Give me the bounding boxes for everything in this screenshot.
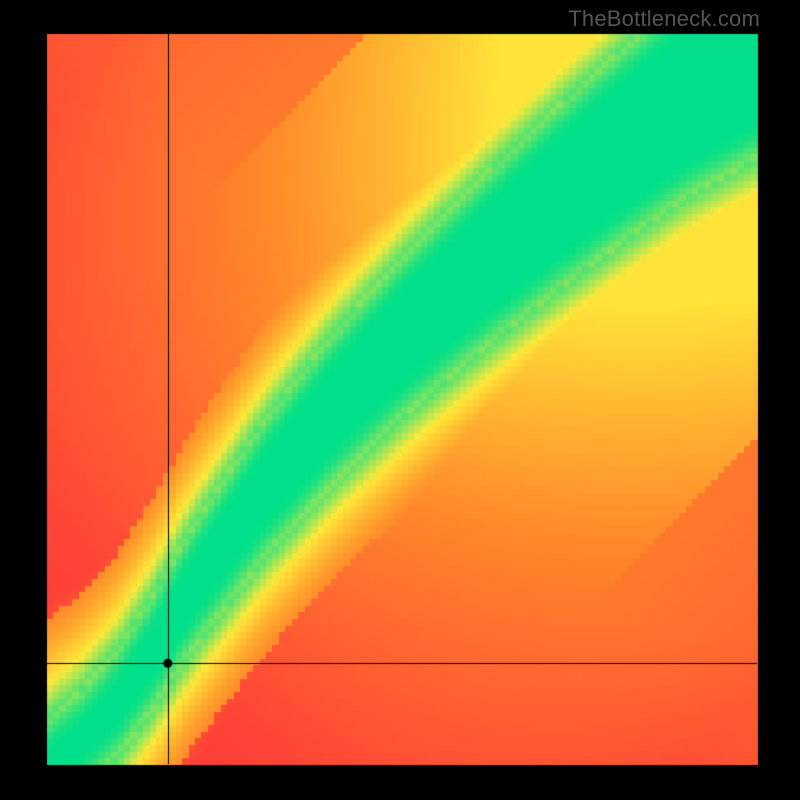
- watermark-text: TheBottleneck.com: [568, 6, 760, 32]
- heatmap-canvas: [0, 0, 800, 800]
- outer-frame: TheBottleneck.com: [0, 0, 800, 800]
